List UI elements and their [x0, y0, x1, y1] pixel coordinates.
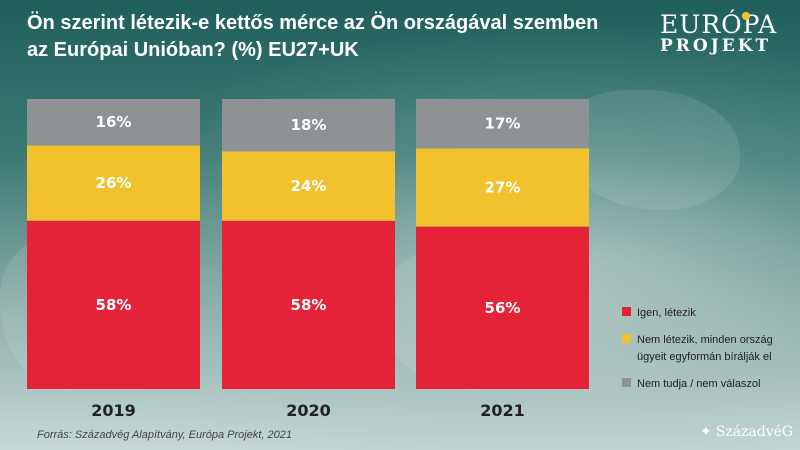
brand-label: SzázadvéG	[715, 424, 794, 440]
legend-label-nt: Nem tudja / nem válaszol	[637, 378, 761, 390]
source-note: Forrás: Századvég Alapítvány, Európa Pro…	[37, 429, 292, 441]
logo-star-icon	[742, 12, 750, 20]
data-label-nem-2019: 26%	[96, 174, 132, 192]
legend-swatch-nem	[622, 334, 631, 343]
data-label-nt-2019: 16%	[96, 113, 132, 131]
bar-segment-nt-2021	[416, 99, 589, 149]
bar-segment-nt-2019	[27, 99, 200, 146]
szazadveg-brand: ✦ SzázadvéG	[700, 424, 793, 440]
logo-line-2: PROJEKT	[660, 36, 772, 56]
map-landmass	[560, 90, 740, 210]
data-label-nem-2021: 27%	[485, 178, 521, 196]
x-tick-label-2019: 2019	[91, 401, 136, 420]
legend-swatch-igen	[622, 307, 631, 316]
bar-segment-nem-2020	[222, 151, 395, 221]
data-label-nem-2020: 24%	[291, 177, 327, 195]
data-label-igen-2020: 58%	[291, 296, 327, 314]
data-label-igen-2019: 58%	[96, 296, 132, 314]
chart-legend: Igen, létezik Nem létezik, minden ország…	[622, 305, 797, 403]
bar-segment-nem-2019	[27, 145, 200, 221]
x-tick-label-2020: 2020	[286, 401, 331, 420]
legend-label-igen: Igen, létezik	[637, 307, 696, 319]
legend-item-nem: Nem létezik, minden ország ügyeit egyfor…	[622, 332, 797, 366]
chart-title-line-2: az Európai Unióban? (%) EU27+UK	[27, 39, 359, 61]
bar-segment-igen-2021	[416, 226, 589, 389]
europa-projekt-logo: EURÓPA PROJEKT	[660, 10, 790, 68]
compass-star-icon: ✦	[700, 424, 712, 440]
bar-segment-igen-2019	[27, 220, 200, 389]
bar-segment-nem-2021	[416, 148, 589, 227]
x-tick-label-2021: 2021	[480, 401, 525, 420]
legend-swatch-nt	[622, 378, 631, 387]
data-label-nt-2021: 17%	[485, 115, 521, 133]
legend-item-nt: Nem tudja / nem válaszol	[622, 376, 797, 393]
bar-segment-nt-2020	[222, 99, 395, 152]
chart-title-line-1: Ön szerint létezik-e kettős mérce az Ön …	[27, 12, 599, 34]
data-label-igen-2021: 56%	[485, 299, 521, 317]
bar-segment-igen-2020	[222, 220, 395, 389]
legend-item-igen: Igen, létezik	[622, 305, 797, 322]
logo-line-1: EURÓPA	[660, 10, 778, 39]
data-label-nt-2020: 18%	[291, 116, 327, 134]
chart-title: Ön szerint létezik-e kettős mérce az Ön …	[27, 10, 627, 64]
legend-label-nem: Nem létezik, minden ország ügyeit egyfor…	[637, 334, 773, 363]
